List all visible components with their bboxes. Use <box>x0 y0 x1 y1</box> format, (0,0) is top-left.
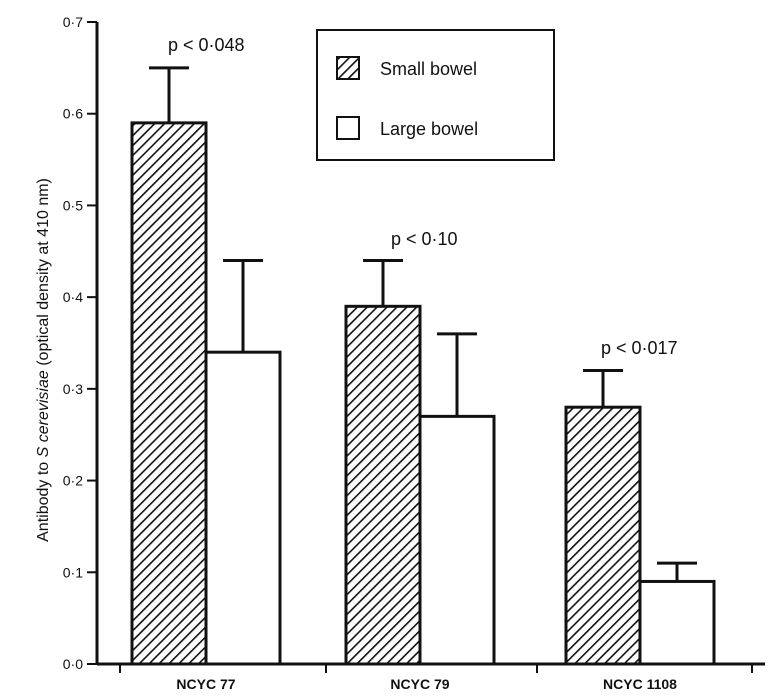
bar-large-bowel <box>638 579 716 666</box>
bar-small-bowel <box>130 121 208 666</box>
legend-box <box>316 29 555 161</box>
legend-swatch-large-bowel <box>336 116 360 140</box>
legend-swatch-small-bowel <box>336 56 360 80</box>
x-category-label: NCYC 79 <box>390 676 449 692</box>
legend-label-large-bowel: Large bowel <box>380 119 478 139</box>
x-category-label: NCYC 1108 <box>603 676 677 692</box>
annotations: p < 0·048 p < 0·10 p < 0·017 <box>168 35 678 358</box>
y-tick-label: 0·3 <box>63 381 83 397</box>
x-category-label: NCYC 77 <box>176 676 235 692</box>
y-tick-label: 0·5 <box>63 197 83 213</box>
bar-small-bowel <box>564 405 642 666</box>
bar-small-bowel <box>344 304 422 666</box>
y-tick-label: 0·7 <box>63 14 83 30</box>
legend-label-small-bowel: Small bowel <box>380 59 477 79</box>
p-value-annotation: p < 0·10 <box>391 229 458 249</box>
p-value-annotation: p < 0·048 <box>168 35 245 55</box>
y-axis-label: Antibody to S cerevisiae (optical densit… <box>35 178 52 542</box>
p-value-annotation: p < 0·017 <box>601 338 678 358</box>
bar-large-bowel <box>418 414 496 666</box>
y-tick-label: 0·6 <box>63 106 83 122</box>
y-tick-label: 0·1 <box>63 564 83 580</box>
bars <box>130 66 716 666</box>
y-tick-label: 0·2 <box>63 473 83 489</box>
legend: Small bowel Large bowel <box>316 29 555 161</box>
y-tick-label: 0·0 <box>63 656 83 672</box>
y-tick-label: 0·4 <box>63 289 83 305</box>
bar-large-bowel <box>204 350 282 666</box>
